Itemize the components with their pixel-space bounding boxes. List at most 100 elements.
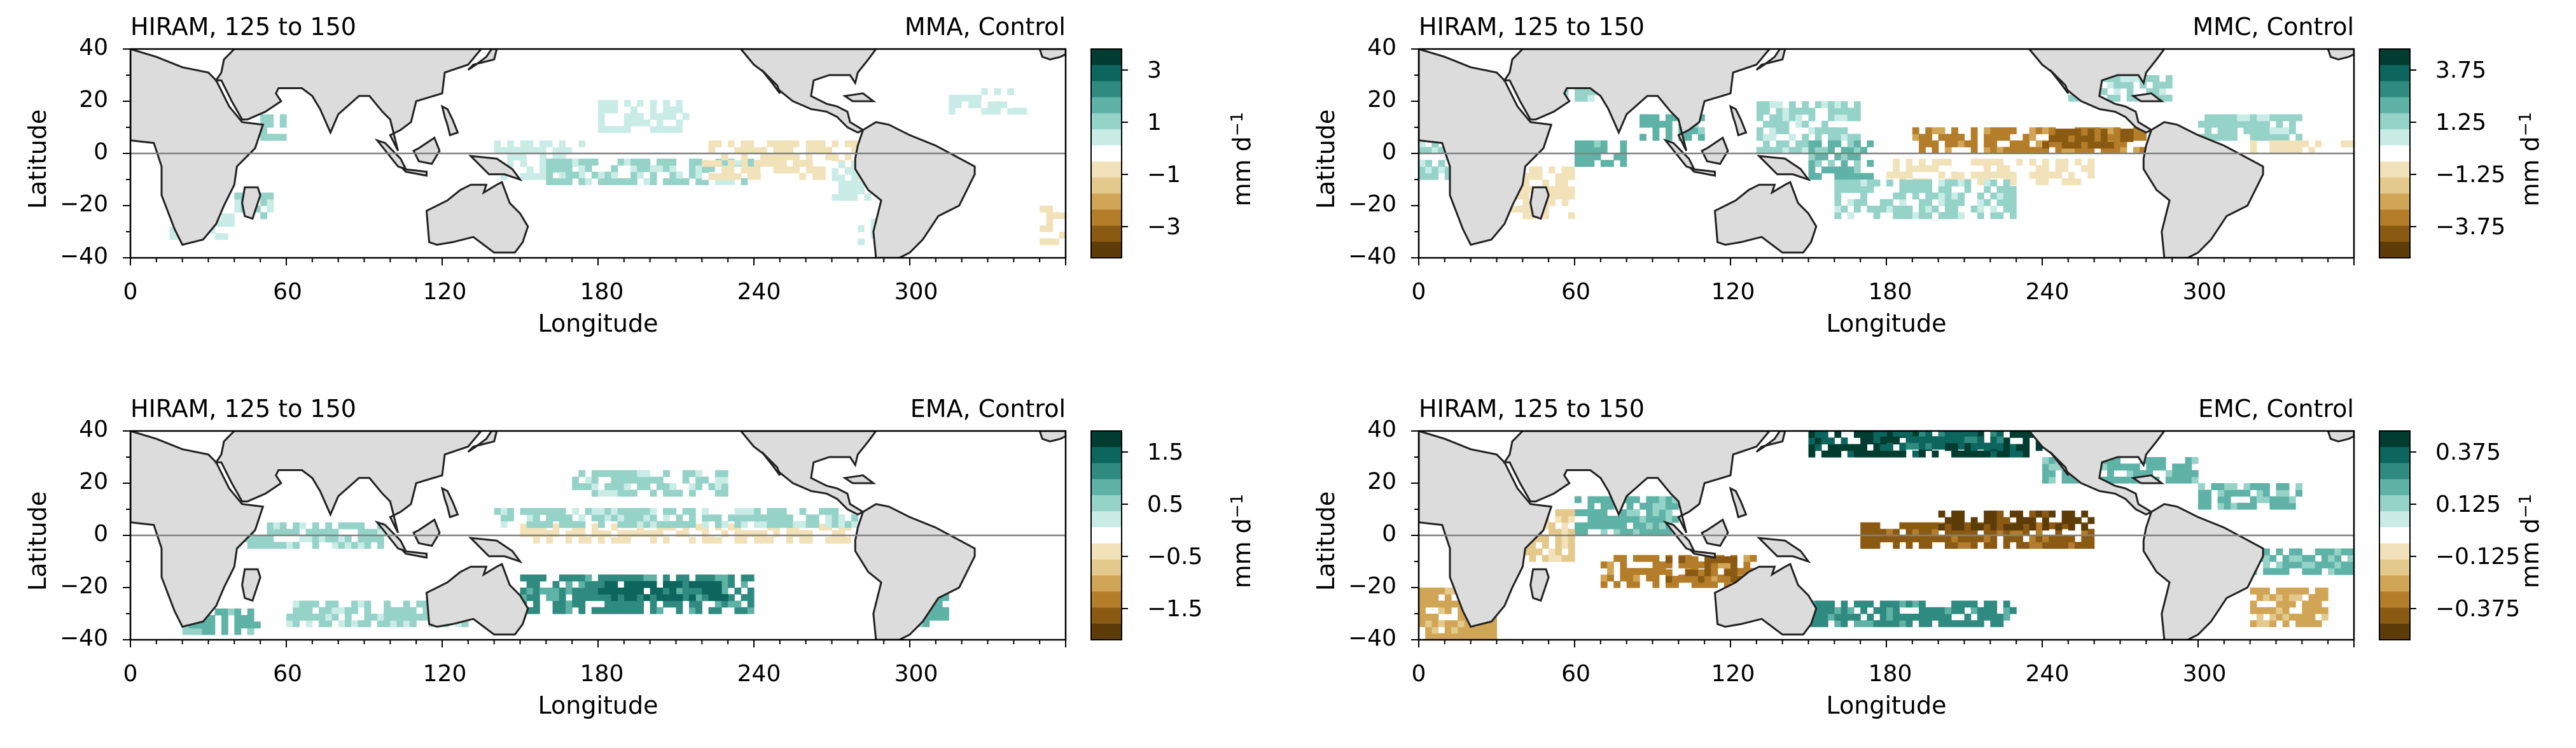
continents: [130, 431, 1066, 640]
cbar-tick-label: −0.5: [1147, 544, 1202, 570]
colorbar-bin: [2379, 559, 2410, 576]
colorbar: [1090, 430, 1128, 640]
landmass-eurasia: [214, 49, 483, 152]
landmass-baja: [2049, 69, 2070, 94]
colorbar-bin: [1091, 209, 1122, 227]
landmass-baja: [2049, 451, 2070, 476]
x-tick-label: 120: [1711, 661, 1755, 687]
landmass-madagascar: [241, 568, 261, 602]
map-emc: HIRAM, 125 to 150 EMC, Control 40 20 0 −…: [1312, 395, 2544, 719]
colorbar-bin: [2379, 527, 2410, 544]
colorbar-bin: [1091, 431, 1122, 448]
y-tick-label: 40: [79, 416, 108, 442]
colorbar-frame: [1090, 430, 1122, 640]
x-tick-label: 240: [737, 661, 781, 687]
colorbar-frame: [2379, 48, 2411, 258]
colorbar-bin: [1091, 194, 1122, 210]
colorbar-bin: [2379, 623, 2410, 640]
colorbar: [2379, 430, 2416, 640]
y-axis-label: Latitude: [1312, 109, 1340, 209]
landmass-australia: [425, 181, 529, 254]
colorbar-bin: [2379, 575, 2410, 592]
y-tick-label: 40: [1367, 34, 1396, 60]
colorbar-bin: [2379, 479, 2410, 496]
colorbar: [2379, 48, 2416, 258]
x-axis-label: Longitude: [538, 691, 658, 719]
cbar-tick-label: 0.5: [1147, 491, 1183, 518]
colorbar-bin: [1091, 177, 1122, 194]
y-tick-label: −20: [60, 191, 108, 217]
panel-right-title: EMC, Control: [2198, 395, 2354, 423]
x-axis-label: Longitude: [1827, 309, 1947, 337]
colorbar-bin: [2379, 177, 2410, 194]
y-tick-label: 0: [94, 139, 108, 165]
landmass-southamerica: [2142, 503, 2264, 640]
landmass-borneo: [412, 518, 441, 547]
y-axis-label: Latitude: [24, 491, 52, 591]
colorbar-bin: [2379, 495, 2410, 512]
colorbar-bin: [1091, 591, 1122, 609]
colorbar-unit-label: mm d−1: [1228, 494, 1256, 589]
x-tick-label: 180: [1869, 661, 1912, 687]
colorbar-bin: [1091, 559, 1122, 576]
landmass-europe-corner: [1038, 431, 1066, 442]
landmass-europe-corner: [1038, 49, 1066, 60]
landmass-australia: [1713, 181, 1818, 254]
colorbar-bin: [1091, 575, 1122, 592]
y-tick-label: −20: [1348, 191, 1396, 217]
x-tick-labels: 0 60 120 180 240 300: [123, 661, 938, 687]
landmass-java: [400, 167, 428, 177]
y-tick-label: 20: [1367, 87, 1396, 113]
colorbar-bin: [2379, 65, 2410, 81]
landmass-japan: [1755, 431, 1786, 453]
colorbar-bin: [2379, 49, 2410, 66]
colorbar-bin: [1091, 447, 1122, 463]
cbar-tick-label: 1.5: [1147, 439, 1183, 465]
cbar-tick-label: −0.125: [2435, 544, 2520, 570]
colorbar-tick-labels: 3.75 1.25 −1.25 −3.75: [2435, 57, 2505, 240]
y-tick-labels: 40 20 0 −20 −40: [60, 416, 108, 651]
landmass-borneo: [412, 136, 441, 166]
landmass-africa: [1419, 431, 1553, 628]
landmass-northamerica: [2028, 431, 2166, 516]
colorbar-bin: [1091, 97, 1122, 114]
x-tick-label: 60: [1561, 661, 1591, 687]
cbar-tick-label: −3.75: [2435, 214, 2505, 240]
landmass-northamerica: [739, 431, 877, 516]
colorbar-unit-label: mm d−1: [1228, 112, 1256, 207]
landmass-japan: [1755, 49, 1786, 71]
colorbar-bin: [1091, 161, 1122, 178]
landmass-newguinea: [1756, 537, 1811, 563]
y-tick-label: −40: [1348, 625, 1396, 651]
x-tick-label: 240: [737, 279, 781, 305]
x-tick-label: 300: [895, 661, 938, 687]
landmass-madagascar: [1529, 568, 1550, 602]
panel-mmc: HIRAM, 125 to 150 MMC, Control 40 20 0 −…: [1307, 10, 2576, 366]
landmass-africa: [1419, 49, 1553, 246]
landmass-southamerica: [854, 503, 976, 640]
colorbar-bin: [2379, 194, 2410, 210]
colorbar-bin: [1091, 607, 1122, 625]
colorbar-frame: [2379, 430, 2411, 640]
landmass-newguinea: [1756, 155, 1811, 181]
landmass-madagascar: [1529, 186, 1550, 220]
colorbar-bin: [1091, 49, 1122, 66]
cbar-tick-label: −0.375: [2435, 596, 2520, 622]
colorbar-bin: [2379, 511, 2410, 528]
cbar-tick-label: 0.375: [2435, 439, 2501, 465]
colorbar-bin: [2379, 129, 2410, 146]
y-axis-label: Latitude: [24, 109, 52, 209]
continents: [1419, 431, 2354, 640]
landmass-java: [1688, 549, 1716, 559]
colorbar-unit-label: mm d−1: [2516, 112, 2544, 207]
landmass-baja: [761, 69, 781, 94]
colorbar-bin: [1091, 129, 1122, 146]
panel-left-title: HIRAM, 125 to 150: [130, 13, 356, 41]
landmass-australia: [1713, 563, 1818, 636]
panel-right-title: EMA, Control: [910, 395, 1066, 423]
x-tick-label: 300: [2183, 661, 2227, 687]
colorbar-frame: [1090, 48, 1122, 258]
landmass-madagascar: [241, 186, 261, 220]
colorbar-bin: [2379, 81, 2410, 98]
plot-area: [1419, 431, 2354, 640]
